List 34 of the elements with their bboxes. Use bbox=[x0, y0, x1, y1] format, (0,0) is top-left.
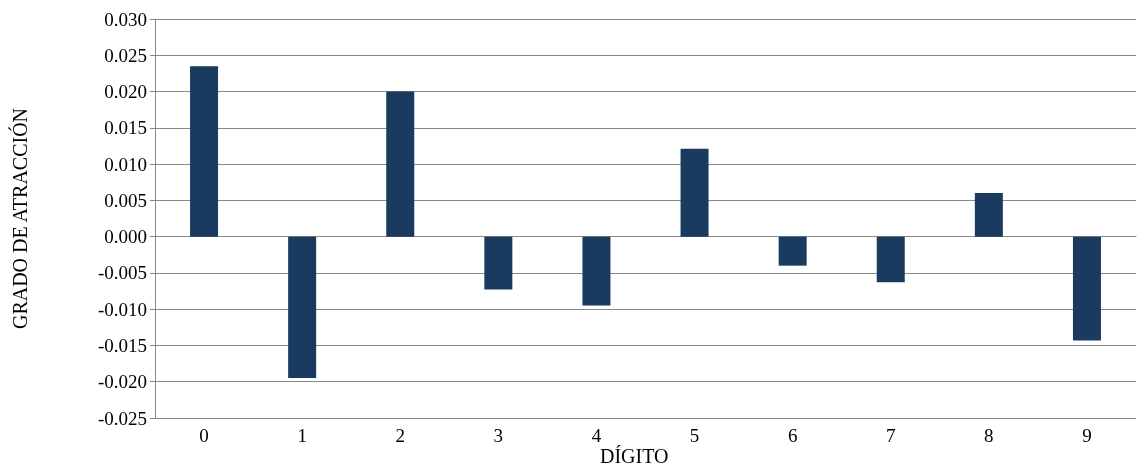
x-tick-label: 4 bbox=[591, 425, 602, 446]
bar bbox=[484, 236, 513, 290]
y-tick-label: -0.005 bbox=[97, 262, 147, 284]
bar bbox=[288, 236, 317, 379]
y-axis-title: GRADO DE ATRACCIÓN bbox=[8, 107, 31, 330]
y-tick-label: 0.005 bbox=[104, 189, 147, 211]
x-tick-label: 5 bbox=[689, 425, 700, 446]
x-tick-label: 1 bbox=[297, 425, 307, 446]
x-tick-label: 3 bbox=[493, 425, 504, 446]
y-tick-label: -0.015 bbox=[97, 334, 147, 356]
x-tick-label: 0 bbox=[199, 425, 209, 446]
bar bbox=[582, 236, 611, 306]
y-tick-label: 0.000 bbox=[104, 226, 147, 248]
bar bbox=[778, 236, 807, 266]
bar bbox=[1072, 236, 1101, 341]
x-tick-label: 2 bbox=[395, 425, 405, 446]
x-tick-label: 6 bbox=[787, 425, 798, 446]
y-tick-label: 0.015 bbox=[104, 117, 147, 139]
y-tick-label: 0.010 bbox=[104, 153, 147, 175]
x-tick-label: 9 bbox=[1082, 425, 1092, 446]
y-tick-label: -0.010 bbox=[97, 298, 147, 320]
bar bbox=[386, 91, 415, 237]
bar bbox=[190, 66, 219, 237]
bar bbox=[680, 148, 709, 237]
y-tick-label: 0.030 bbox=[104, 8, 147, 30]
x-axis-title: DÍGITO bbox=[600, 445, 669, 467]
y-tick-label: -0.025 bbox=[97, 407, 147, 429]
y-tick-label: 0.025 bbox=[104, 44, 147, 66]
y-tick-label: -0.020 bbox=[97, 371, 147, 393]
y-tick-label: 0.020 bbox=[104, 81, 147, 103]
x-tick-label: 8 bbox=[984, 425, 994, 446]
x-tick-label: 7 bbox=[886, 425, 896, 446]
bar bbox=[974, 193, 1003, 237]
bar bbox=[876, 236, 905, 283]
